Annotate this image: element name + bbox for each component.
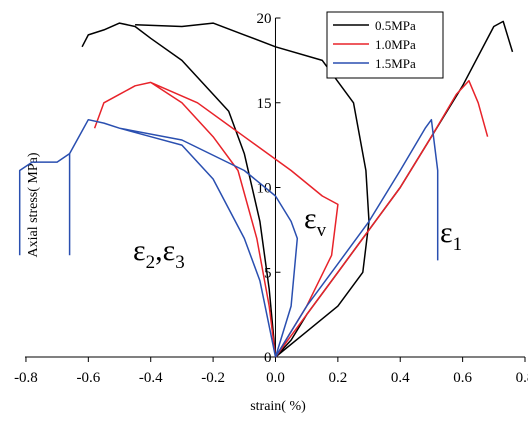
annotation-text: ,ε xyxy=(155,234,175,267)
annotation-subscript: 2 xyxy=(146,252,156,273)
y-tick-label: 15 xyxy=(256,96,271,112)
x-tick-label: 0.0 xyxy=(266,370,285,386)
x-axis-label: strain( %) xyxy=(250,399,306,414)
x-tick-label: 0.8 xyxy=(516,370,528,386)
series-line xyxy=(93,79,489,358)
annotation-subscript: 1 xyxy=(453,234,463,255)
legend-box xyxy=(326,11,444,79)
x-tick-label: -0.8 xyxy=(14,370,38,386)
legend-label: 0.5MPa xyxy=(375,18,416,33)
annotation-text: ε xyxy=(304,202,317,235)
annotation-text: ε xyxy=(440,216,453,249)
annotation-subscript: v xyxy=(317,220,327,241)
legend-label: 1.5MPa xyxy=(375,56,416,71)
series-line xyxy=(18,118,439,358)
annotation: ε1 xyxy=(440,216,462,255)
y-tick-label: 10 xyxy=(256,181,271,197)
x-tick-label: -0.6 xyxy=(76,370,100,386)
y-axis-label: Axial stress( MPa) xyxy=(26,152,41,257)
series-line xyxy=(81,20,514,358)
annotation-subscript: 3 xyxy=(175,252,185,273)
legend-label: 1.0MPa xyxy=(375,37,416,52)
x-tick-label: 0.6 xyxy=(453,370,472,386)
annotation: εv xyxy=(304,202,327,241)
y-tick-label: 20 xyxy=(256,11,271,27)
x-tick-label: 0.2 xyxy=(328,370,347,386)
x-tick-label: -0.2 xyxy=(201,370,225,386)
y-tick-label: 0 xyxy=(264,350,272,366)
annotation: ε2,ε3 xyxy=(133,234,185,273)
x-tick-label: -0.4 xyxy=(139,370,163,386)
x-tick-label: 0.4 xyxy=(391,370,410,386)
annotation-text: ε xyxy=(133,234,146,267)
